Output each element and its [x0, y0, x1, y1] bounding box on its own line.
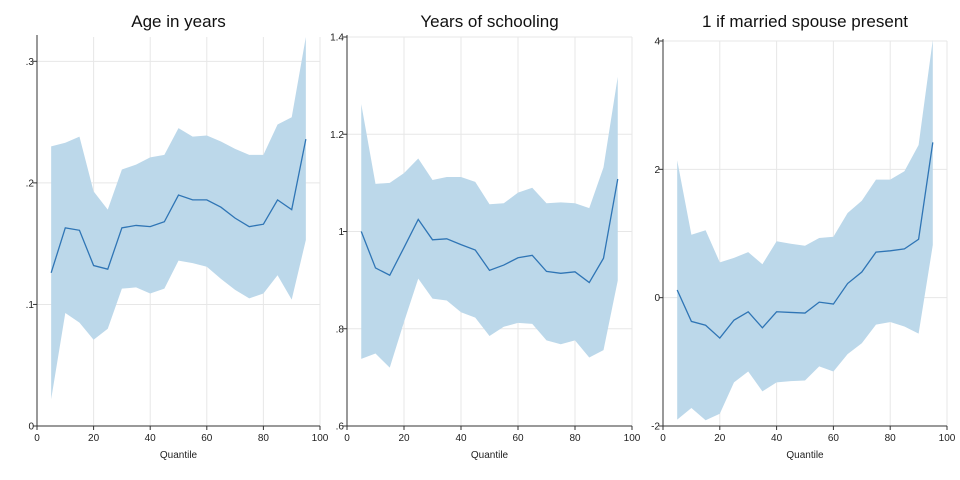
x-tick-label: 40	[455, 433, 467, 444]
y-tick-label: 1	[338, 227, 344, 238]
x-tick-label: 60	[512, 433, 524, 444]
confidence-band	[677, 39, 933, 421]
x-axis-label: Quantile	[160, 450, 198, 461]
x-tick-label: 60	[201, 433, 213, 444]
x-tick-label: 100	[939, 433, 956, 444]
confidence-band	[51, 37, 306, 400]
y-tick-label: .1	[26, 300, 35, 311]
x-tick-label: 100	[312, 433, 329, 444]
y-tick-label: .8	[336, 324, 345, 335]
y-tick-label: 4	[654, 37, 660, 48]
panel-title: Age in years	[131, 12, 226, 31]
x-tick-label: 60	[828, 433, 840, 444]
x-tick-label: 40	[145, 433, 157, 444]
y-tick-label: -2	[651, 422, 660, 433]
y-tick-label: 1.4	[330, 33, 344, 44]
y-tick-label: .3	[26, 57, 35, 68]
x-tick-label: 0	[660, 433, 666, 444]
y-tick-label: 1.2	[330, 130, 344, 141]
x-tick-label: 100	[624, 433, 641, 444]
panel-1: 0 20 40 60 80 100 0 .1 .2 .3 Age in years Quantile	[26, 12, 329, 461]
x-tick-label: 20	[398, 433, 410, 444]
y-tick-label: .2	[26, 178, 35, 189]
x-tick-label: 20	[714, 433, 726, 444]
y-tick-label: 0	[28, 422, 34, 433]
confidence-band	[361, 76, 618, 368]
y-tick-label: 2	[654, 165, 660, 176]
y-tick-label: 0	[654, 293, 660, 304]
x-tick-label: 40	[771, 433, 783, 444]
x-tick-label: 80	[569, 433, 581, 444]
x-axis-label: Quantile	[786, 450, 824, 461]
x-axis-label: Quantile	[471, 450, 509, 461]
panel-title: 1 if married spouse present	[702, 12, 908, 31]
x-tick-label: 0	[34, 433, 40, 444]
panel-title: Years of schooling	[420, 12, 558, 31]
x-tick-label: 80	[885, 433, 897, 444]
y-tick-label: .6	[336, 422, 345, 433]
panel-2: 0 20 40 60 80 100 .6 .8 1 1.2 1.4 Years of schoolin…	[330, 12, 641, 461]
x-tick-label: 80	[258, 433, 270, 444]
x-tick-label: 0	[344, 433, 350, 444]
x-tick-label: 20	[88, 433, 100, 444]
